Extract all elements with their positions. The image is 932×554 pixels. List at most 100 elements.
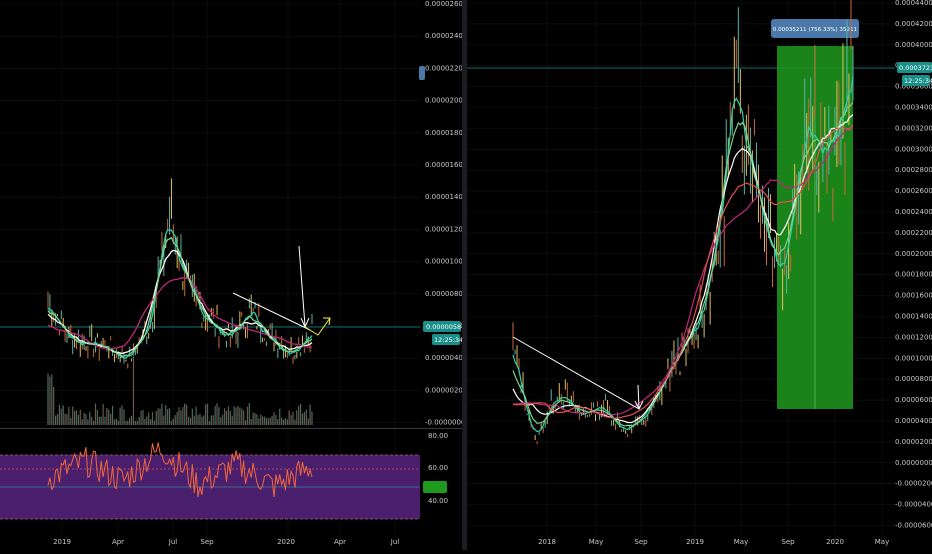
- left-volume-bar: [113, 419, 116, 425]
- left-price-tag: [423, 321, 461, 332]
- right-moving-averages: [512, 75, 854, 433]
- left-volume-bar: [237, 405, 239, 425]
- left-scroll-marker[interactable]: [419, 66, 425, 80]
- left-volume-bar: [62, 405, 64, 425]
- right-time-label: 2019: [686, 538, 704, 546]
- left-volume-bar: [64, 413, 66, 425]
- left-volume-bar: [96, 409, 98, 425]
- right-time-label: Sep: [634, 538, 648, 546]
- right-price-tick-label: 0.00000000: [895, 459, 932, 467]
- left-volume-bar: [159, 408, 161, 425]
- left-volume-bar: [244, 420, 247, 425]
- left-volume-bar: [142, 410, 144, 425]
- left-yellow-path[interactable]: [304, 317, 331, 336]
- left-rsi-series: [47, 442, 313, 498]
- left-volume-bar: [100, 416, 102, 425]
- left-volume-bar: [225, 410, 228, 425]
- left-volume-bar: [125, 420, 127, 425]
- left-volume-bar: [296, 410, 298, 425]
- left-volume-bar: [218, 407, 220, 425]
- left-volume-bar: [180, 410, 182, 425]
- left-volume-bar: [167, 409, 169, 425]
- measure-label-text: 0.00035211 (756.33%) 35211: [773, 27, 858, 33]
- left-volume-bar: [115, 418, 117, 425]
- left-volume-bar: [87, 419, 89, 425]
- left-volume-bar: [277, 419, 279, 425]
- left-volume-bar: [275, 414, 277, 425]
- right-countdown-text: 12:25:34: [904, 77, 932, 85]
- left-volume-bar: [176, 411, 178, 425]
- rsi-line: [47, 442, 313, 498]
- left-volume-bar: [89, 411, 91, 425]
- left-volume-bar: [260, 414, 262, 425]
- left-time-label: Sep: [200, 538, 214, 546]
- left-volume-bar: [265, 418, 268, 425]
- left-volume-bar: [134, 420, 136, 425]
- right-price-axis[interactable]: 0.000440000.000420000.000400000.00038000…: [895, 0, 932, 530]
- left-volume-bar: [106, 407, 108, 425]
- pane-separator: [0, 428, 462, 429]
- left-volume-bar: [229, 410, 231, 425]
- left-volume-bar: [286, 419, 288, 425]
- left-volume-bar: [305, 409, 307, 425]
- left-volume-bar: [149, 419, 152, 425]
- left-arrow-annotation[interactable]: [298, 245, 306, 327]
- left-rsi-tag: [423, 481, 447, 493]
- left-volume-bar: [197, 414, 199, 425]
- left-volume-bar: [136, 420, 138, 425]
- right-arrow-annotation[interactable]: [637, 384, 640, 409]
- left-volume-bar: [182, 407, 184, 425]
- left-volume-bar: [269, 417, 271, 425]
- left-volume-bar: [144, 418, 146, 425]
- left-time-axis[interactable]: 2019 Apr Jul Sep 2020 Apr Jul: [53, 538, 399, 546]
- left-volume-bar: [256, 414, 258, 425]
- left-volume-bar: [157, 408, 159, 425]
- right-trendline[interactable]: [512, 336, 640, 410]
- right-time-axis[interactable]: 2018 May Sep 2019 May Sep 2020 May: [538, 538, 889, 546]
- right-time-label: May: [875, 538, 889, 546]
- left-volume-bar: [222, 414, 224, 425]
- left-volume-bar: [168, 408, 171, 425]
- left-volume-bar: [140, 410, 142, 425]
- right-time-label: Sep: [781, 538, 795, 546]
- left-countdown-tag: [432, 334, 460, 345]
- left-trendline[interactable]: [232, 292, 311, 331]
- left-volume-bar: [220, 417, 222, 425]
- left-volume-bar: [81, 419, 83, 425]
- left-volume-bar: [301, 413, 304, 425]
- left-volume-bar: [165, 405, 167, 425]
- panel-divider[interactable]: [462, 0, 467, 550]
- right-price-tag-text: 0.00037235: [899, 64, 932, 72]
- left-volume-bar: [206, 403, 209, 425]
- left-volume-bar: [212, 415, 214, 425]
- left-volume-bar: [153, 420, 155, 425]
- left-volume-bar: [155, 410, 157, 425]
- left-rsi-axis[interactable]: 80.00 60.00 40.00: [428, 432, 448, 505]
- left-volume-bar: [254, 413, 256, 425]
- left-volume-bar: [292, 411, 294, 425]
- left-volume-bar: [294, 419, 296, 425]
- rsi-tick-label: 40.00: [428, 497, 448, 505]
- left-volume-bar: [117, 420, 119, 425]
- left-volume-bar: [98, 416, 100, 425]
- left-volume-bar: [248, 403, 250, 425]
- rsi-tick-label: 80.00: [428, 432, 448, 440]
- left-volume-bar: [279, 408, 281, 425]
- right-countdown-tag: [902, 75, 930, 86]
- left-volume-bar: [281, 417, 283, 425]
